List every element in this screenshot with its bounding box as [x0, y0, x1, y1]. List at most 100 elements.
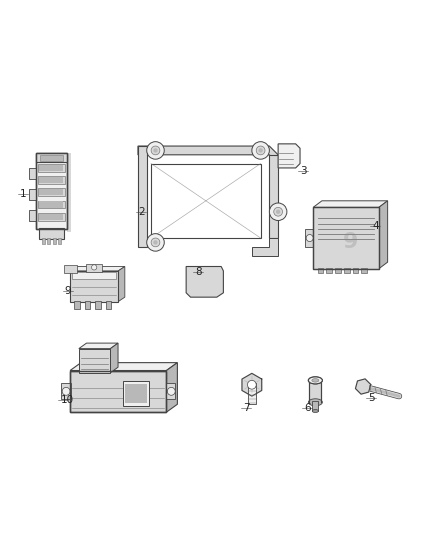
Bar	[47, 238, 50, 244]
Text: 6: 6	[304, 402, 311, 413]
Circle shape	[92, 265, 97, 270]
Bar	[70, 370, 166, 412]
Bar	[248, 383, 256, 405]
Text: 9: 9	[65, 286, 71, 296]
Circle shape	[147, 233, 164, 251]
Circle shape	[153, 148, 158, 152]
Bar	[70, 370, 166, 412]
Polygon shape	[138, 146, 278, 164]
Bar	[39, 177, 63, 183]
Circle shape	[247, 381, 256, 389]
Circle shape	[269, 203, 287, 221]
Bar	[58, 238, 61, 244]
Bar	[40, 156, 63, 161]
Bar	[36, 153, 67, 230]
Bar	[67, 153, 71, 232]
Polygon shape	[138, 146, 147, 247]
Circle shape	[256, 146, 265, 155]
Polygon shape	[118, 266, 125, 302]
Ellipse shape	[312, 378, 319, 382]
Text: 2: 2	[138, 207, 145, 217]
Polygon shape	[70, 266, 125, 271]
Circle shape	[62, 387, 70, 395]
Bar	[313, 207, 379, 269]
Bar	[123, 382, 149, 406]
Text: 4: 4	[372, 221, 379, 231]
Bar	[38, 176, 65, 184]
Bar	[38, 164, 65, 172]
Polygon shape	[313, 201, 388, 207]
Bar	[29, 168, 36, 179]
Bar	[38, 213, 65, 221]
Bar	[151, 164, 261, 238]
Bar	[361, 268, 367, 273]
Polygon shape	[379, 201, 388, 269]
Bar	[305, 229, 314, 247]
Circle shape	[258, 148, 263, 152]
Ellipse shape	[308, 377, 322, 384]
Polygon shape	[110, 343, 118, 373]
Text: 5: 5	[368, 393, 374, 403]
Bar	[344, 268, 350, 273]
Bar	[38, 188, 65, 196]
Bar	[335, 268, 341, 273]
Bar	[79, 349, 110, 373]
Text: 3: 3	[300, 166, 307, 176]
Bar	[39, 165, 63, 171]
Bar	[312, 401, 318, 411]
Bar	[29, 189, 36, 200]
Polygon shape	[70, 362, 177, 370]
Circle shape	[151, 146, 160, 155]
Polygon shape	[79, 343, 118, 349]
Bar	[39, 228, 64, 239]
Text: 8: 8	[195, 266, 201, 277]
Bar	[64, 265, 77, 273]
Polygon shape	[356, 379, 371, 394]
Text: 9: 9	[343, 232, 358, 253]
Bar	[53, 238, 56, 244]
Bar	[313, 207, 379, 269]
Polygon shape	[278, 144, 300, 168]
Bar	[74, 301, 80, 310]
Bar	[42, 238, 45, 244]
Bar	[106, 301, 111, 310]
Text: 10: 10	[60, 395, 74, 405]
Bar	[36, 153, 67, 230]
Circle shape	[151, 238, 160, 247]
Ellipse shape	[308, 399, 322, 406]
Bar	[326, 268, 332, 273]
Text: 1: 1	[20, 189, 26, 199]
Bar	[309, 379, 321, 402]
Bar	[166, 383, 175, 399]
Bar	[36, 153, 67, 163]
Bar	[39, 189, 63, 195]
Ellipse shape	[308, 377, 322, 384]
Circle shape	[252, 142, 269, 159]
Bar	[318, 268, 323, 273]
Polygon shape	[186, 266, 223, 297]
Circle shape	[306, 235, 313, 241]
Bar	[70, 271, 118, 302]
Bar	[29, 210, 36, 221]
Bar	[95, 301, 101, 310]
Polygon shape	[166, 362, 177, 412]
Polygon shape	[269, 155, 278, 238]
Polygon shape	[242, 374, 262, 396]
Bar	[61, 383, 71, 399]
Circle shape	[274, 207, 283, 216]
Circle shape	[147, 142, 164, 159]
Bar	[86, 264, 102, 272]
Bar	[125, 384, 147, 403]
Bar	[72, 272, 116, 279]
Circle shape	[153, 240, 158, 245]
Bar	[39, 214, 63, 220]
Text: 7: 7	[243, 403, 250, 414]
Bar	[39, 201, 63, 207]
Circle shape	[167, 387, 175, 395]
Bar	[353, 268, 358, 273]
Bar	[38, 200, 65, 208]
Ellipse shape	[312, 409, 318, 413]
Circle shape	[276, 209, 280, 214]
Bar	[85, 301, 90, 310]
Polygon shape	[252, 238, 278, 255]
